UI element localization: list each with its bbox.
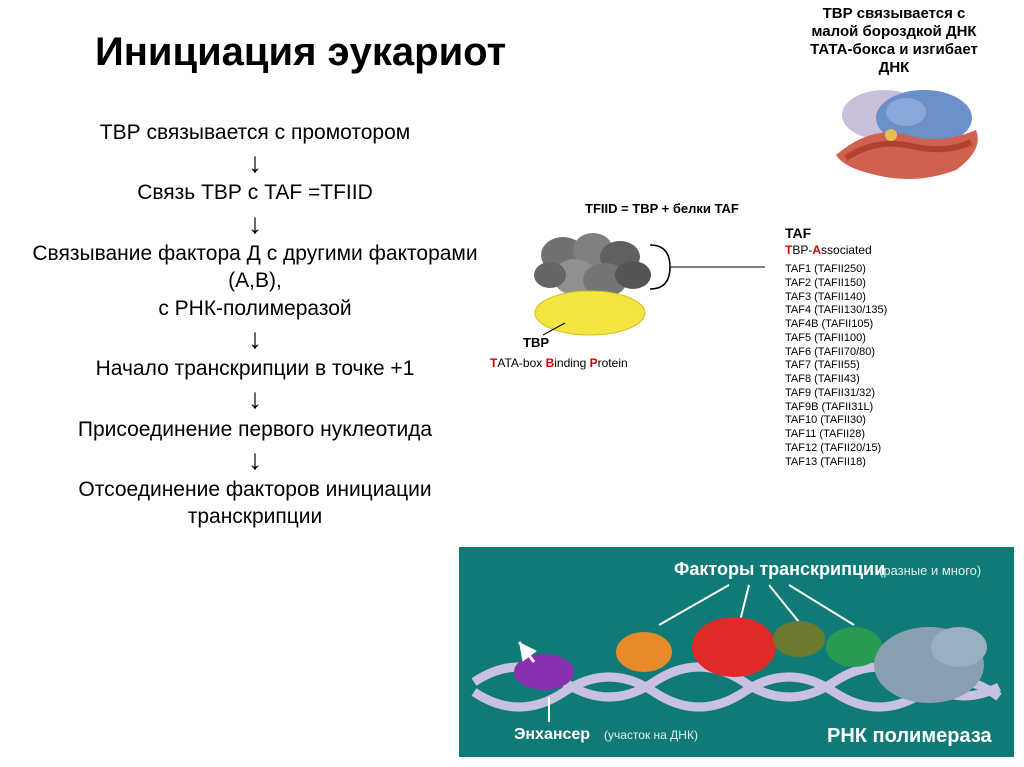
flow-arrow: ↓ — [25, 150, 485, 175]
flow-step: Связь ТВР с TAF =TFIID — [25, 179, 485, 206]
flow-arrow: ↓ — [25, 447, 485, 472]
slide-title: Инициация эукариот — [95, 30, 506, 75]
taf-item: TAF6 (TAFII70/80) — [785, 346, 995, 360]
taf-item: TAF4 (TAFII130/135) — [785, 304, 995, 318]
rnap-label: РНК полимераза — [827, 725, 993, 747]
tf-orange — [616, 632, 672, 672]
tfiid-diagram-icon: TFIID = TBP + белки TAF TBP TATA-box Bin… — [485, 195, 775, 395]
flow-step: ТВР связывается с промотором — [25, 119, 485, 146]
taf-header: TAF — [785, 225, 995, 241]
tbp-caption: ТВР связывается с малой бороздкой ДНК ТА… — [804, 5, 984, 77]
tfiid-formula-text: TFIID = TBP + белки TAF — [585, 201, 739, 216]
transcription-factors-figure: Факторы транскрипции (разные и много) Эн… — [459, 547, 1014, 757]
taf-item: TAF7 (TAFII55) — [785, 359, 995, 373]
flow-arrow: ↓ — [25, 326, 485, 351]
taf-item: TAF12 (TAFII20/15) — [785, 442, 995, 456]
taf-item: TAF9B (TAFII31L) — [785, 401, 995, 415]
tf-green — [826, 627, 882, 667]
taf-item: TAF10 (TAFII30) — [785, 414, 995, 428]
taf-list: TAF TBP-Associated TAF1 (TAFII250)TAF2 (… — [785, 225, 995, 469]
taf-item: TAF9 (TAFII31/32) — [785, 387, 995, 401]
tf-olive — [773, 621, 825, 657]
flow-step: Начало транскрипции в точке +1 — [25, 355, 485, 382]
flow-steps: ТВР связывается с промотором ↓ Связь ТВР… — [25, 115, 485, 535]
taf-item: TAF5 (TAFII100) — [785, 332, 995, 346]
flow-step: Отсоединение факторов инициации транскри… — [25, 476, 485, 531]
taf-blob-cluster — [534, 233, 651, 297]
flow-arrow: ↓ — [25, 211, 485, 236]
protein-structure-icon — [816, 80, 996, 200]
taf-item: TAF13 (TAFII18) — [785, 456, 995, 470]
flow-step: Присоединение первого нуклеотида — [25, 416, 485, 443]
tbp-full-label: TATA-box Binding Protein — [490, 356, 628, 370]
enhancer-label: Энхансер — [514, 726, 590, 743]
enhancer-note: (участок на ДНК) — [604, 728, 698, 742]
tbp-label: TBP — [523, 335, 549, 350]
taf-item: TAF2 (TAFII150) — [785, 277, 995, 291]
tf-purple — [514, 654, 574, 690]
taf-item: TAF11 (TAFII28) — [785, 428, 995, 442]
tbp-shape — [535, 291, 645, 335]
taf-item: TAF4B (TAFII105) — [785, 318, 995, 332]
flow-arrow: ↓ — [25, 386, 485, 411]
taf-item: TAF8 (TAFII43) — [785, 373, 995, 387]
taf-item: TAF3 (TAFII140) — [785, 291, 995, 305]
taf-subheader: TBP-Associated — [785, 243, 995, 257]
factors-note: (разные и много) — [879, 563, 981, 578]
tf-red — [692, 617, 776, 677]
factors-label: Факторы транскрипции — [674, 559, 885, 579]
flow-step: Связывание фактора Д с другими факторами… — [25, 240, 485, 322]
taf-item: TAF1 (TAFII250) — [785, 263, 995, 277]
